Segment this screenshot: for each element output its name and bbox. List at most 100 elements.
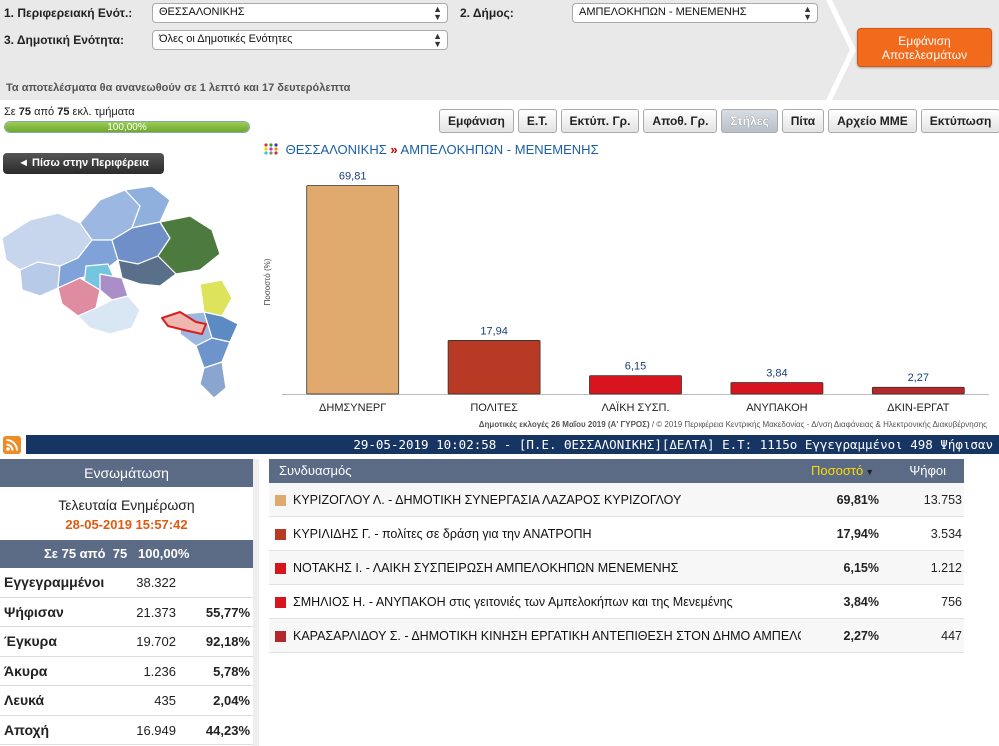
region-unit-select[interactable]: ΘΕΣΣΑΛΟΝΙΚΗΣ ▲ ▼ bbox=[152, 3, 448, 23]
region-unit-value: ΘΕΣΣΑΛΟΝΙΚΗΣ bbox=[159, 6, 245, 18]
table-row[interactable]: ΚΑΡΑΣΑΡΛΙΔΟΥ Σ. - ΔΗΜΟΤΙΚΗ ΚΙΝΗΣΗ ΕΡΓΑΤΙ… bbox=[269, 619, 964, 653]
unit-select[interactable]: Όλες οι Δημοτικές Ενότητες ▲ ▼ bbox=[152, 30, 448, 50]
party-color-swatch bbox=[275, 631, 286, 642]
tab-3[interactable]: Αποθ. Γρ. bbox=[643, 109, 718, 133]
stat-value: 1.236 bbox=[143, 663, 176, 679]
map-area bbox=[199, 361, 227, 399]
col-percent[interactable]: Ποσοστό ▼ bbox=[811, 459, 874, 484]
progress-counted: 75 bbox=[18, 106, 32, 118]
stat-label: Εγγεγραμμένοι bbox=[4, 574, 105, 590]
region-map bbox=[1, 185, 239, 399]
show-results-button[interactable]: Εμφάνιση Αποτελεσμάτων bbox=[857, 28, 992, 67]
stat-row: Λευκά 435 2,04% bbox=[0, 686, 253, 716]
progress-bar: 100,00% bbox=[4, 121, 250, 133]
results-table-header: Συνδυασμός Ποσοστό ▼ Ψήφοι bbox=[269, 459, 964, 483]
tab-7[interactable]: Εκτύπωση bbox=[920, 109, 999, 133]
filter-bar: 1. Περιφερειακή Ενότ.: ΘΕΣΣΑΛΟΝΙΚΗΣ ▲ ▼ 2… bbox=[0, 0, 999, 100]
stat-percent: 92,18% bbox=[205, 634, 250, 649]
progress-middle: από bbox=[34, 106, 55, 118]
map-area bbox=[157, 215, 221, 275]
bar-value-label: 69,81 bbox=[339, 171, 367, 183]
category-label: ΑΝΥΠΑΚΟΗ bbox=[746, 402, 807, 414]
map-area bbox=[77, 295, 141, 335]
map-area bbox=[117, 255, 177, 287]
party-color-swatch bbox=[275, 563, 286, 574]
map-area bbox=[19, 261, 61, 297]
party-percent: 6,15% bbox=[843, 561, 879, 575]
party-percent: 69,81% bbox=[836, 493, 879, 507]
party-percent: 17,94% bbox=[836, 527, 879, 541]
news-ticker: 29-05-2019 10:02:58 - [Π.Ε. ΘΕΣΣΑΛΟΝΙΚΗΣ… bbox=[26, 435, 999, 454]
municipality-label: 2. Δήμος: bbox=[460, 6, 514, 20]
party-votes: 3.534 bbox=[930, 527, 962, 541]
party-color-swatch bbox=[275, 597, 286, 608]
party-name: ΚΥΡΙΖΟΓΛΟΥ Λ. - ΔΗΜΟΤΙΚΗ ΣΥΝΕΡΓΑΣΙΑ ΛΑΖΑ… bbox=[293, 493, 682, 507]
bar-value-label: 17,94 bbox=[480, 325, 508, 337]
party-votes: 1.212 bbox=[930, 561, 962, 575]
tab-1[interactable]: Ε.Τ. bbox=[517, 109, 557, 133]
y-axis-label: Ποσοστό (%) bbox=[263, 258, 272, 305]
tab-5[interactable]: Πίτα bbox=[781, 109, 825, 133]
category-label: ΠΟΛΙΤΕΣ bbox=[470, 402, 518, 414]
tab-6[interactable]: Αρχείο ΜΜΕ bbox=[828, 109, 917, 133]
col-votes[interactable]: Ψήφοι bbox=[909, 463, 946, 478]
results-table: Συνδυασμός Ποσοστό ▼ Ψήφοι ΚΥΡΙΖΟΓΛΟΥ Λ. … bbox=[269, 459, 964, 653]
bar-value-label: 3,84 bbox=[766, 368, 787, 380]
show-results-line2: Αποτελεσμάτων bbox=[881, 48, 968, 62]
footnote-election: Δημοτικές εκλογές 26 Μαΐου 2019 (Α' ΓΥΡΟ… bbox=[478, 420, 650, 429]
stat-row: Έγκυρα 19.702 92,18% bbox=[0, 627, 253, 657]
category-label: ΛΑΪΚΗ ΣΥΣΠ. bbox=[601, 402, 669, 414]
last-update-label: Τελευταία Ενημέρωση bbox=[58, 497, 195, 513]
bar-1[interactable] bbox=[447, 340, 541, 395]
unit-value: Όλες οι Δημοτικές Ενότητες bbox=[159, 33, 293, 45]
view-tabs: Εμφάνιση Ε.Τ. Εκτύπ. Γρ. Αποθ. Γρ. Στήλες Πίτ… bbox=[439, 109, 999, 133]
stat-row: Ψήφισαν 21.373 55,77% bbox=[0, 598, 253, 627]
party-name: ΚΑΡΑΣΑΡΛΙΔΟΥ Σ. - ΔΗΜΟΤΙΚΗ ΚΙΝΗΣΗ ΕΡΓΑΤΙ… bbox=[293, 629, 801, 643]
bar-4[interactable] bbox=[871, 386, 965, 395]
bar-0[interactable] bbox=[306, 185, 400, 395]
counted-stations-label: Σε 75 από 75 εκλ. τμήματα bbox=[4, 106, 135, 118]
color-dots-icon bbox=[264, 143, 278, 155]
breadcrumb-municipality: ΑΜΠΕΛΟΚΗΠΩΝ - ΜΕΝΕΜΕΝΗΣ bbox=[400, 142, 599, 157]
stat-value: 19.702 bbox=[136, 634, 176, 649]
stat-label: Έγκυρα bbox=[4, 633, 57, 649]
table-row[interactable]: ΚΥΡΙΖΟΓΛΟΥ Λ. - ΔΗΜΟΤΙΚΗ ΣΥΝΕΡΓΑΣΙΑ ΛΑΖΑ… bbox=[269, 483, 964, 517]
tab-2[interactable]: Εκτύπ. Γρ. bbox=[560, 109, 640, 133]
back-to-region-button[interactable]: ◄ Πίσω στην Περιφέρεια bbox=[3, 153, 164, 174]
party-votes: 447 bbox=[941, 629, 962, 643]
region-unit-label: 1. Περιφερειακή Ενότ.: bbox=[4, 6, 133, 20]
select-arrows-icon: ▲ ▼ bbox=[803, 4, 812, 22]
municipality-value: ΑΜΠΕΛΟΚΗΠΩΝ - ΜΕΝΕΜΕΝΗΣ bbox=[579, 6, 747, 18]
table-row[interactable]: ΚΥΡΙΛΙΔΗΣ Γ. - πολίτες σε δράση για την … bbox=[269, 517, 964, 551]
stat-label: Ψήφισαν bbox=[4, 603, 64, 620]
stat-percent: 5,78% bbox=[213, 663, 250, 679]
stations-count: Σε 75 από 75 100,00% bbox=[0, 540, 253, 568]
last-update-box: Τελευταία Ενημέρωση 28-05-2019 15:57:42 bbox=[0, 487, 253, 539]
category-label: ΔΗΜΣΥΝΕΡΓ bbox=[319, 402, 386, 414]
bar-value-label: 2,27 bbox=[908, 372, 929, 384]
party-name: ΣΜΗΛΙΟΣ Η. - ΑΝΥΠΑΚΟΗ στις γειτονιές των… bbox=[293, 595, 733, 609]
table-row[interactable]: ΝΟΤΑΚΗΣ Ι. - ΛΑΙΚΗ ΣΥΣΠΕΙΡΩΣΗ ΑΜΠΕΛΟΚΗΠΩ… bbox=[269, 551, 964, 585]
stat-row: Εγγεγραμμένοι 38.322 bbox=[0, 568, 253, 598]
bar-3[interactable] bbox=[730, 382, 824, 395]
bar-2[interactable] bbox=[589, 375, 682, 395]
stat-label: Άκυρα bbox=[4, 662, 48, 679]
party-name: ΝΟΤΑΚΗΣ Ι. - ΛΑΙΚΗ ΣΥΣΠΕΙΡΩΣΗ ΑΜΠΕΛΟΚΗΠΩ… bbox=[293, 561, 679, 575]
col-party[interactable]: Συνδυασμός bbox=[279, 463, 352, 478]
progress-fill bbox=[5, 122, 249, 132]
summary-stats: Εγγεγραμμένοι 38.322 Ψήφισαν 21.373 55,77% Έγ… bbox=[0, 568, 253, 745]
select-arrows-icon: ▲ ▼ bbox=[433, 31, 442, 49]
results-bar-chart: Ποσοστό (%) 69,81 ΔΗΜΣΥΝΕΡΓ 17,94 ΠΟΛΙΤΕΣ 6,1… bbox=[263, 171, 989, 414]
progress-total: 75 bbox=[57, 106, 70, 118]
tab-4[interactable]: Στήλες bbox=[721, 109, 778, 133]
chart-footnote: Δημοτικές εκλογές 26 Μαΐου 2019 (Α' ΓΥΡΟ… bbox=[479, 420, 987, 429]
rss-icon[interactable] bbox=[3, 436, 21, 454]
party-votes: 13.753 bbox=[923, 493, 962, 507]
unit-label: 3. Δημοτική Ενότητα: bbox=[4, 33, 124, 47]
municipality-select[interactable]: ΑΜΠΕΛΟΚΗΠΩΝ - ΜΕΝΕΜΕΝΗΣ ▲ ▼ bbox=[572, 3, 818, 23]
table-row[interactable]: ΣΜΗΛΙΟΣ Η. - ΑΝΥΠΑΚΟΗ στις γειτονιές των… bbox=[269, 585, 964, 619]
breadcrumb-region[interactable]: ΘΕΣΣΑΛΟΝΙΚΗΣ bbox=[285, 142, 387, 157]
party-name: ΚΥΡΙΛΙΔΗΣ Γ. - πολίτες σε δράση για την … bbox=[293, 527, 592, 541]
stat-value: 21.373 bbox=[136, 604, 176, 620]
tab-0[interactable]: Εμφάνιση bbox=[439, 109, 514, 133]
